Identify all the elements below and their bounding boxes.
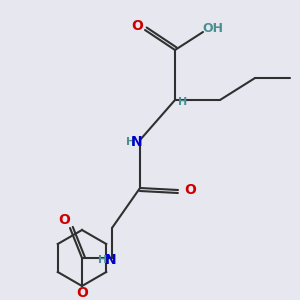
- Text: O: O: [58, 213, 70, 227]
- Text: O: O: [76, 286, 88, 300]
- Text: N: N: [130, 135, 142, 149]
- Text: N: N: [104, 253, 116, 267]
- Text: H: H: [98, 255, 107, 265]
- Text: H: H: [126, 137, 135, 147]
- Text: H: H: [178, 97, 188, 107]
- Text: O: O: [184, 183, 196, 197]
- Text: OH: OH: [202, 22, 224, 34]
- Text: O: O: [131, 19, 143, 33]
